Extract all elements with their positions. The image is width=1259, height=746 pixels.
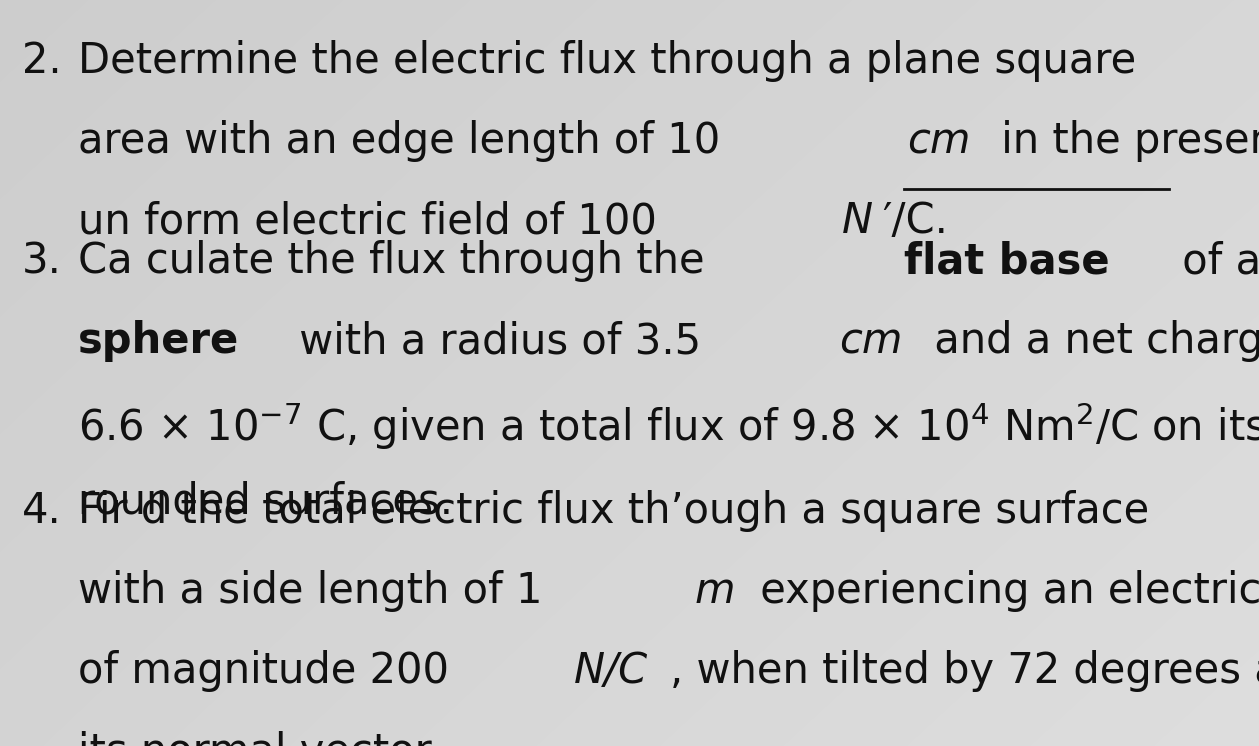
Text: , when tilted by 72 degrees along: , when tilted by 72 degrees along [670, 650, 1259, 692]
Text: with a radius of 3.5: with a radius of 3.5 [286, 320, 714, 362]
Text: cm: cm [838, 320, 903, 362]
Text: with a side length of 1: with a side length of 1 [78, 570, 555, 612]
Text: ′/C.: ′/C. [883, 200, 948, 242]
Text: area with an edge length of 10: area with an edge length of 10 [78, 120, 720, 162]
Text: 3.: 3. [21, 240, 62, 282]
Text: in the presence of a: in the presence of a [988, 120, 1259, 162]
Text: m: m [695, 570, 735, 612]
Text: N: N [842, 200, 874, 242]
Text: of magnitude 200: of magnitude 200 [78, 650, 462, 692]
Text: Ca culate the flux through th​e: Ca culate the flux through th​e [78, 240, 718, 282]
Text: experiencing an electric field: experiencing an electric field [747, 570, 1259, 612]
Text: of a: of a [1168, 240, 1259, 282]
Text: sphere: sphere [78, 320, 239, 362]
Text: cm: cm [906, 120, 971, 162]
Text: its normal vector.: its normal vector. [78, 730, 441, 746]
Text: 6.6 $\times$ 10$^{-7}$ C, given a total flux of 9.8 $\times$ 10$^{4}$ Nm$^{2}$/C: 6.6 $\times$ 10$^{-7}$ C, given a total … [78, 400, 1259, 451]
Text: un form electric field of 100: un form electric field of 100 [78, 200, 670, 242]
Text: and a net charge of: and a net charge of [920, 320, 1259, 362]
Text: 4.: 4. [21, 490, 62, 532]
Text: N/C: N/C [574, 650, 648, 692]
Text: rounded surfaces.: rounded surfaces. [78, 480, 453, 522]
Text: Fir d the total electric flux th’ough a square surface: Fir d the total electric flux th’ough a … [78, 490, 1149, 532]
Text: Determine the electric flux through a plane square: Determine the electric flux through a pl… [78, 40, 1137, 82]
Text: flat base: flat base [904, 240, 1109, 282]
Text: 2.: 2. [21, 40, 62, 82]
